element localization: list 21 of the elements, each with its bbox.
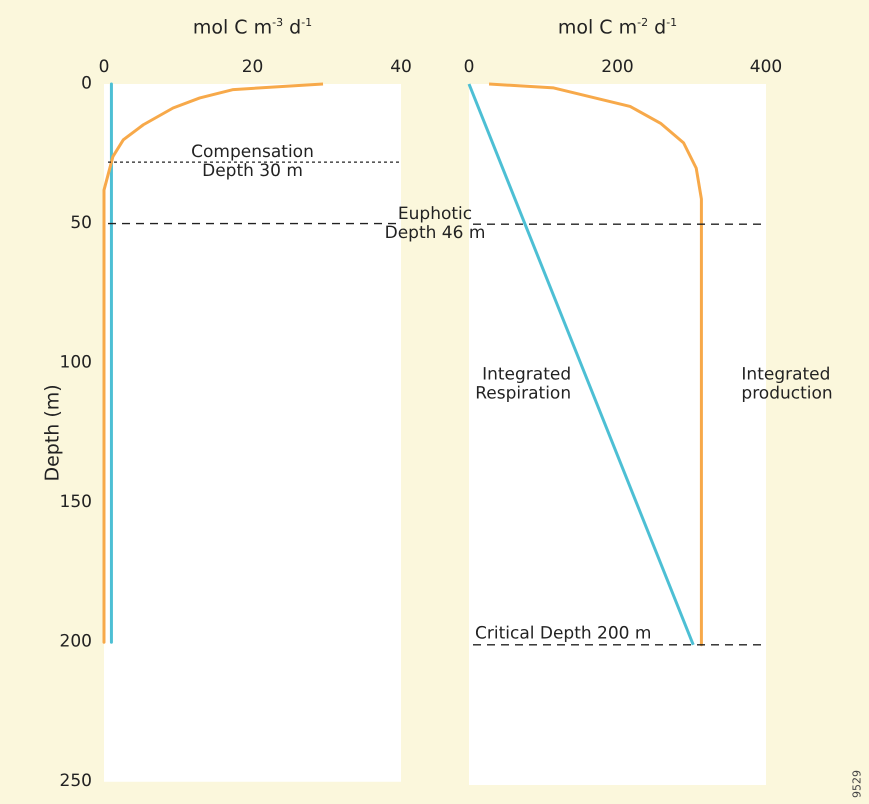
- ref-line-label: Compensation Depth 30 m: [191, 142, 314, 182]
- x-axis-title: mol C m$^{-2}$ d$^{-1}$: [558, 16, 678, 38]
- x-tick-label: 20: [242, 57, 264, 78]
- y-tick-label: 0: [81, 73, 92, 94]
- y-axis-title: Depth (m): [41, 384, 64, 482]
- text: Integrated production: [741, 364, 833, 404]
- x-tick-label: 200: [601, 57, 634, 78]
- ref-line-label: Critical Depth 200 m: [475, 624, 652, 644]
- x-tick-label: 0: [98, 57, 110, 78]
- y-tick-label: 150: [60, 492, 92, 512]
- text: 9529: [850, 770, 864, 798]
- x-axis-title: mol C m$^{-3}$ d$^{-1}$: [192, 16, 312, 38]
- y-tick-label: 200: [60, 632, 92, 652]
- x-tick-label: 40: [390, 57, 412, 78]
- x-tick-label: 400: [750, 57, 782, 78]
- y-tick-label: 50: [70, 212, 92, 233]
- y-tick-label: 100: [60, 352, 92, 373]
- y-tick-label: 250: [60, 771, 92, 792]
- x-tick-label: 0: [464, 57, 474, 78]
- ref-line-label: Euphotic Depth 46 m: [384, 204, 486, 244]
- series-label: Integrated Respiration: [475, 364, 572, 404]
